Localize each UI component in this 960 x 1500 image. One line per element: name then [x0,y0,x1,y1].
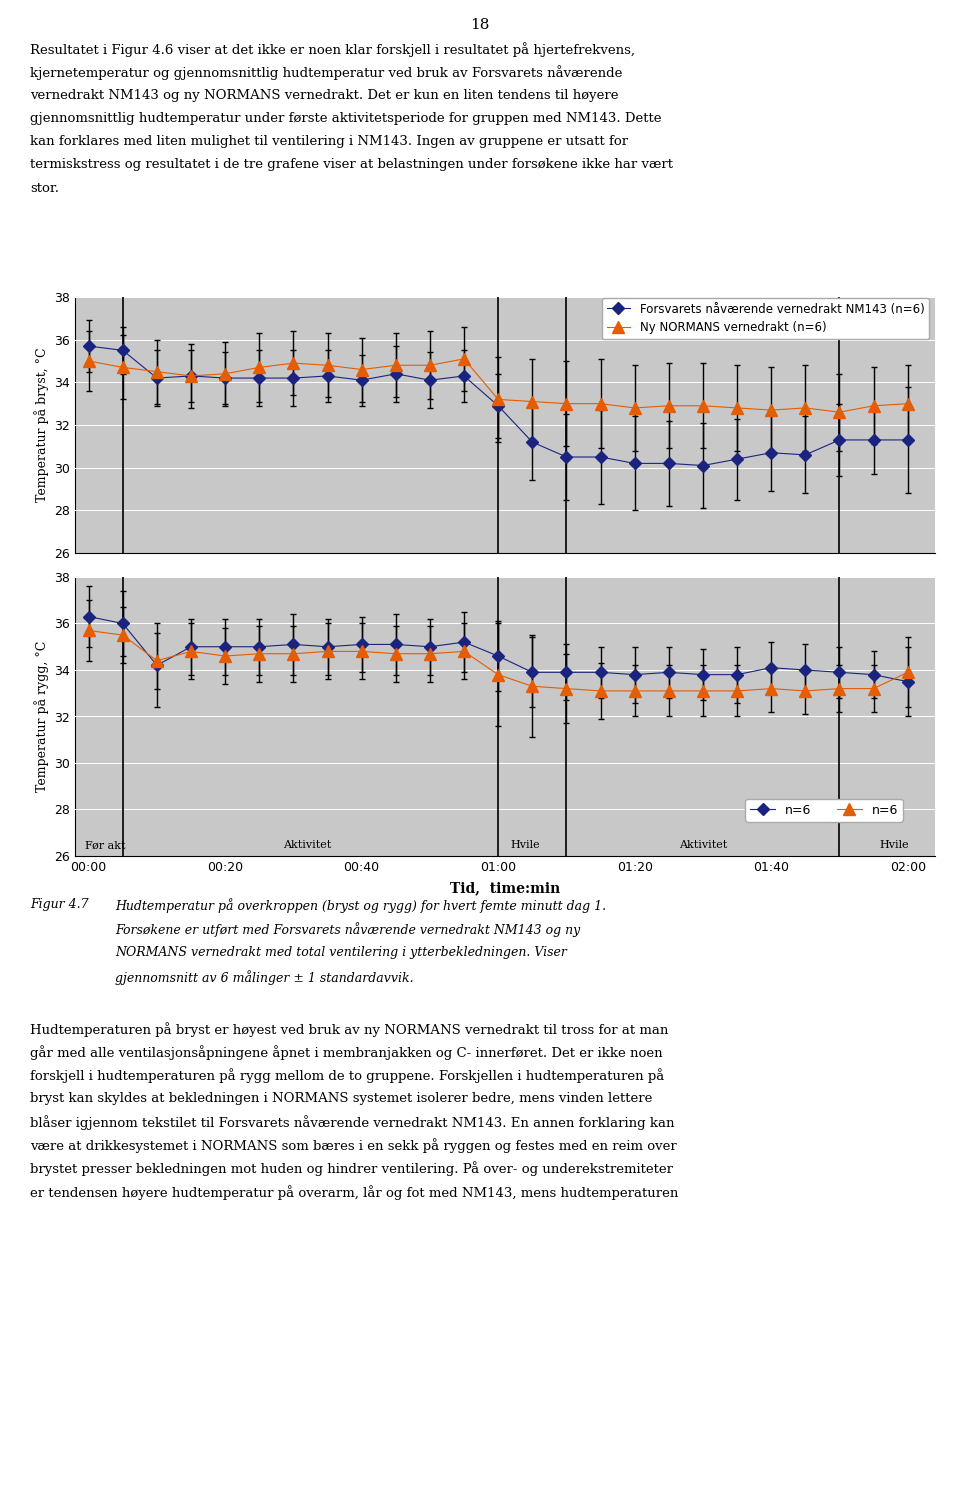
X-axis label: Tid,  time:min: Tid, time:min [450,880,560,896]
Text: NORMANS vernedrakt med total ventilering i ytterbekledningen. Viser: NORMANS vernedrakt med total ventilering… [115,946,566,958]
Legend: Forsvarets nåværende vernedrakt NM143 (n=6), Ny NORMANS vernedrakt (n=6): Forsvarets nåværende vernedrakt NM143 (n… [602,298,929,339]
Text: Hvile: Hvile [511,840,540,850]
Text: blåser igjennom tekstilet til Forsvarets nåværende vernedrakt NM143. En annen fo: blåser igjennom tekstilet til Forsvarets… [30,1114,675,1130]
Text: termiskstress og resultatet i de tre grafene viser at belastningen under forsøke: termiskstress og resultatet i de tre gra… [30,159,673,171]
Text: er tendensen høyere hudtemperatur på overarm, lår og fot med NM143, mens hudtemp: er tendensen høyere hudtemperatur på ove… [30,1185,679,1200]
Text: gjennomsnittlig hudtemperatur under første aktivitetsperiode for gruppen med NM1: gjennomsnittlig hudtemperatur under førs… [30,112,661,125]
Legend: n=6, n=6: n=6, n=6 [745,800,903,822]
Text: kjernetemperatur og gjennomsnittlig hudtemperatur ved bruk av Forsvarets nåværen: kjernetemperatur og gjennomsnittlig hudt… [30,64,622,80]
Text: kan forklares med liten mulighet til ventilering i NM143. Ingen av gruppene er u: kan forklares med liten mulighet til ven… [30,135,628,148]
Text: Hudtemperatur på overkroppen (bryst og rygg) for hvert femte minutt dag 1.: Hudtemperatur på overkroppen (bryst og r… [115,898,606,914]
Text: være at drikkesystemet i NORMANS som bæres i en sekk på ryggen og festes med en : være at drikkesystemet i NORMANS som bær… [30,1138,677,1154]
Text: Hudtemperaturen på bryst er høyest ved bruk av ny NORMANS vernedrakt til tross f: Hudtemperaturen på bryst er høyest ved b… [30,1022,668,1036]
Text: Resultatet i Figur 4.6 viser at det ikke er noen klar forskjell i resultatet på : Resultatet i Figur 4.6 viser at det ikke… [30,42,635,57]
Text: Forsøkene er utført med Forsvarets nåværende vernedrakt NM143 og ny: Forsøkene er utført med Forsvarets nåvær… [115,922,580,938]
Text: 18: 18 [470,18,490,32]
Text: forskjell i hudtemperaturen på rygg mellom de to gruppene. Forskjellen i hudtemp: forskjell i hudtemperaturen på rygg mell… [30,1068,664,1083]
Text: Aktivitet: Aktivitet [283,840,331,850]
Text: bryst kan skyldes at bekledningen i NORMANS systemet isolerer bedre, mens vinden: bryst kan skyldes at bekledningen i NORM… [30,1092,653,1104]
Text: Før akt: Før akt [85,840,126,850]
Text: stor.: stor. [30,182,59,195]
Text: Hvile: Hvile [879,840,909,850]
Text: Figur 4.7: Figur 4.7 [30,898,88,910]
Text: brystet presser bekledningen mot huden og hindrer ventilering. På over- og under: brystet presser bekledningen mot huden o… [30,1161,673,1176]
Text: gjennomsnitt av 6 målinger ± 1 standardavvik.: gjennomsnitt av 6 målinger ± 1 standarda… [115,970,414,986]
Y-axis label: Temperatur på bryst, °C: Temperatur på bryst, °C [34,348,49,502]
Text: vernedrakt NM143 og ny NORMANS vernedrakt. Det er kun en liten tendens til høyer: vernedrakt NM143 og ny NORMANS vernedrak… [30,88,618,102]
Y-axis label: Temperatur på rygg, °C: Temperatur på rygg, °C [34,640,49,792]
Text: går med alle ventilasjonsåpningene åpnet i membranjakken og C- innerføret. Det e: går med alle ventilasjonsåpningene åpnet… [30,1046,662,1060]
Text: Aktivitet: Aktivitet [679,840,727,850]
